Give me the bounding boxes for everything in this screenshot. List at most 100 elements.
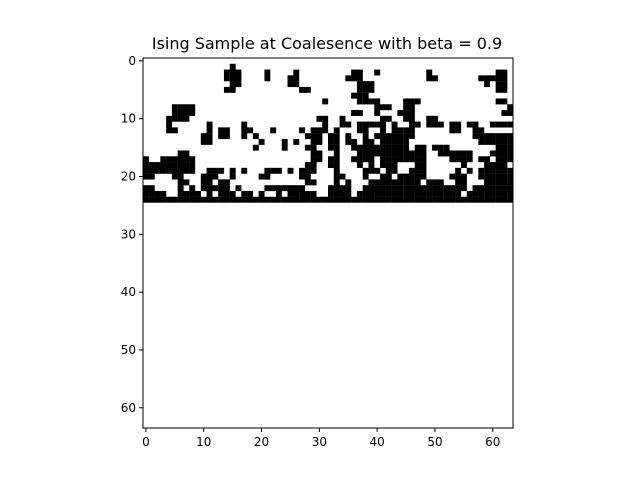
heatmap-cell	[333, 144, 340, 151]
heatmap-cell	[397, 138, 404, 145]
heatmap-cell	[478, 167, 485, 174]
heatmap-cell	[501, 69, 508, 76]
heatmap-cell	[166, 162, 173, 168]
heatmap-cell	[171, 127, 178, 134]
heatmap-cell	[362, 185, 369, 192]
heatmap-cell	[495, 75, 502, 82]
heatmap-cell	[391, 144, 398, 151]
heatmap-cell	[212, 196, 219, 203]
heatmap-cell	[351, 92, 358, 99]
heatmap-cell	[281, 196, 288, 203]
heatmap-cell	[501, 162, 508, 168]
heatmap-cell	[443, 196, 450, 203]
heatmap-cell	[391, 190, 398, 197]
heatmap-cell	[183, 196, 190, 203]
heatmap-cell	[328, 156, 334, 163]
heatmap-cell	[455, 173, 462, 180]
heatmap-cell	[299, 196, 306, 203]
heatmap-cell	[143, 190, 149, 197]
heatmap-cell	[385, 196, 392, 203]
heatmap-cell	[275, 185, 282, 192]
heatmap-cell	[408, 115, 415, 122]
heatmap-cell	[460, 150, 467, 157]
heatmap-cell	[385, 144, 392, 151]
heatmap-cell	[143, 156, 149, 163]
heatmap-cell	[177, 104, 184, 111]
heatmap-cell	[391, 185, 398, 192]
heatmap-cell	[200, 196, 207, 203]
heatmap-cell	[171, 167, 178, 174]
heatmap-cell	[322, 115, 329, 122]
heatmap-cell	[380, 185, 386, 192]
heatmap-cell	[148, 173, 155, 180]
heatmap-cell	[408, 150, 415, 157]
heatmap-cell	[356, 69, 363, 76]
plot-background	[143, 58, 513, 428]
heatmap-cell	[322, 196, 329, 203]
heatmap-cell	[489, 75, 496, 82]
heatmap-cell	[368, 156, 375, 163]
heatmap-cell	[472, 127, 479, 134]
heatmap-cell	[166, 167, 173, 174]
heatmap-cell	[380, 115, 386, 122]
heatmap-cell	[293, 69, 300, 76]
heatmap-cell	[362, 121, 369, 128]
heatmap-cell	[478, 133, 485, 140]
heatmap-cell	[218, 167, 225, 174]
heatmap-cell	[206, 196, 213, 203]
heatmap-cell	[403, 138, 410, 145]
heatmap-cell	[223, 133, 230, 140]
heatmap-cell	[310, 133, 317, 140]
heatmap-cell	[362, 173, 369, 180]
heatmap-cell	[171, 104, 178, 111]
heatmap-cell	[432, 75, 438, 82]
heatmap-cell	[489, 138, 496, 145]
heatmap-cell	[484, 179, 491, 186]
heatmap-cell	[218, 133, 225, 140]
heatmap-cell	[368, 138, 375, 145]
heatmap-cell	[189, 104, 196, 111]
heatmap-cell	[408, 110, 415, 116]
heatmap-cell	[281, 138, 288, 145]
heatmap-cell	[310, 196, 317, 203]
heatmap-cell	[484, 185, 491, 192]
heatmap-cell	[206, 133, 213, 140]
heatmap-cell	[420, 190, 427, 197]
heatmap-cell	[455, 190, 462, 197]
heatmap-cell	[356, 92, 363, 99]
heatmap-cell	[206, 179, 213, 186]
y-tick-label: 10	[121, 112, 136, 126]
y-tick-label: 30	[121, 227, 136, 241]
heatmap-cell	[356, 156, 363, 163]
heatmap-cell	[299, 167, 306, 174]
heatmap-cell	[183, 115, 190, 122]
x-tick-label: 0	[142, 435, 150, 449]
heatmap-cell	[484, 173, 491, 180]
heatmap-cell	[310, 127, 317, 134]
heatmap-cell	[449, 173, 456, 180]
heatmap-cell	[310, 190, 317, 197]
heatmap-cell	[345, 190, 352, 197]
heatmap-cell	[333, 179, 340, 186]
x-tick-label: 20	[254, 435, 269, 449]
heatmap-cell	[223, 75, 230, 82]
heatmap-cell	[299, 173, 306, 180]
heatmap-cell	[397, 179, 404, 186]
heatmap-cell	[345, 75, 352, 82]
heatmap-cell	[380, 104, 386, 111]
heatmap-cell	[368, 86, 375, 93]
heatmap-cell	[391, 179, 398, 186]
heatmap-cell	[380, 162, 386, 168]
heatmap-cell	[287, 185, 294, 192]
y-axis: 0 10 20 30 40 50 60	[121, 54, 143, 415]
heatmap-cell	[362, 133, 369, 140]
heatmap-cell	[495, 179, 502, 186]
heatmap-cell	[501, 138, 508, 145]
heatmap-cell	[171, 110, 178, 116]
x-tick-label: 40	[370, 435, 385, 449]
heatmap-cell	[484, 138, 491, 145]
heatmap-cell	[385, 115, 392, 122]
heatmap-cell	[420, 156, 427, 163]
heatmap-cell	[241, 167, 248, 174]
heatmap-cell	[374, 179, 381, 186]
